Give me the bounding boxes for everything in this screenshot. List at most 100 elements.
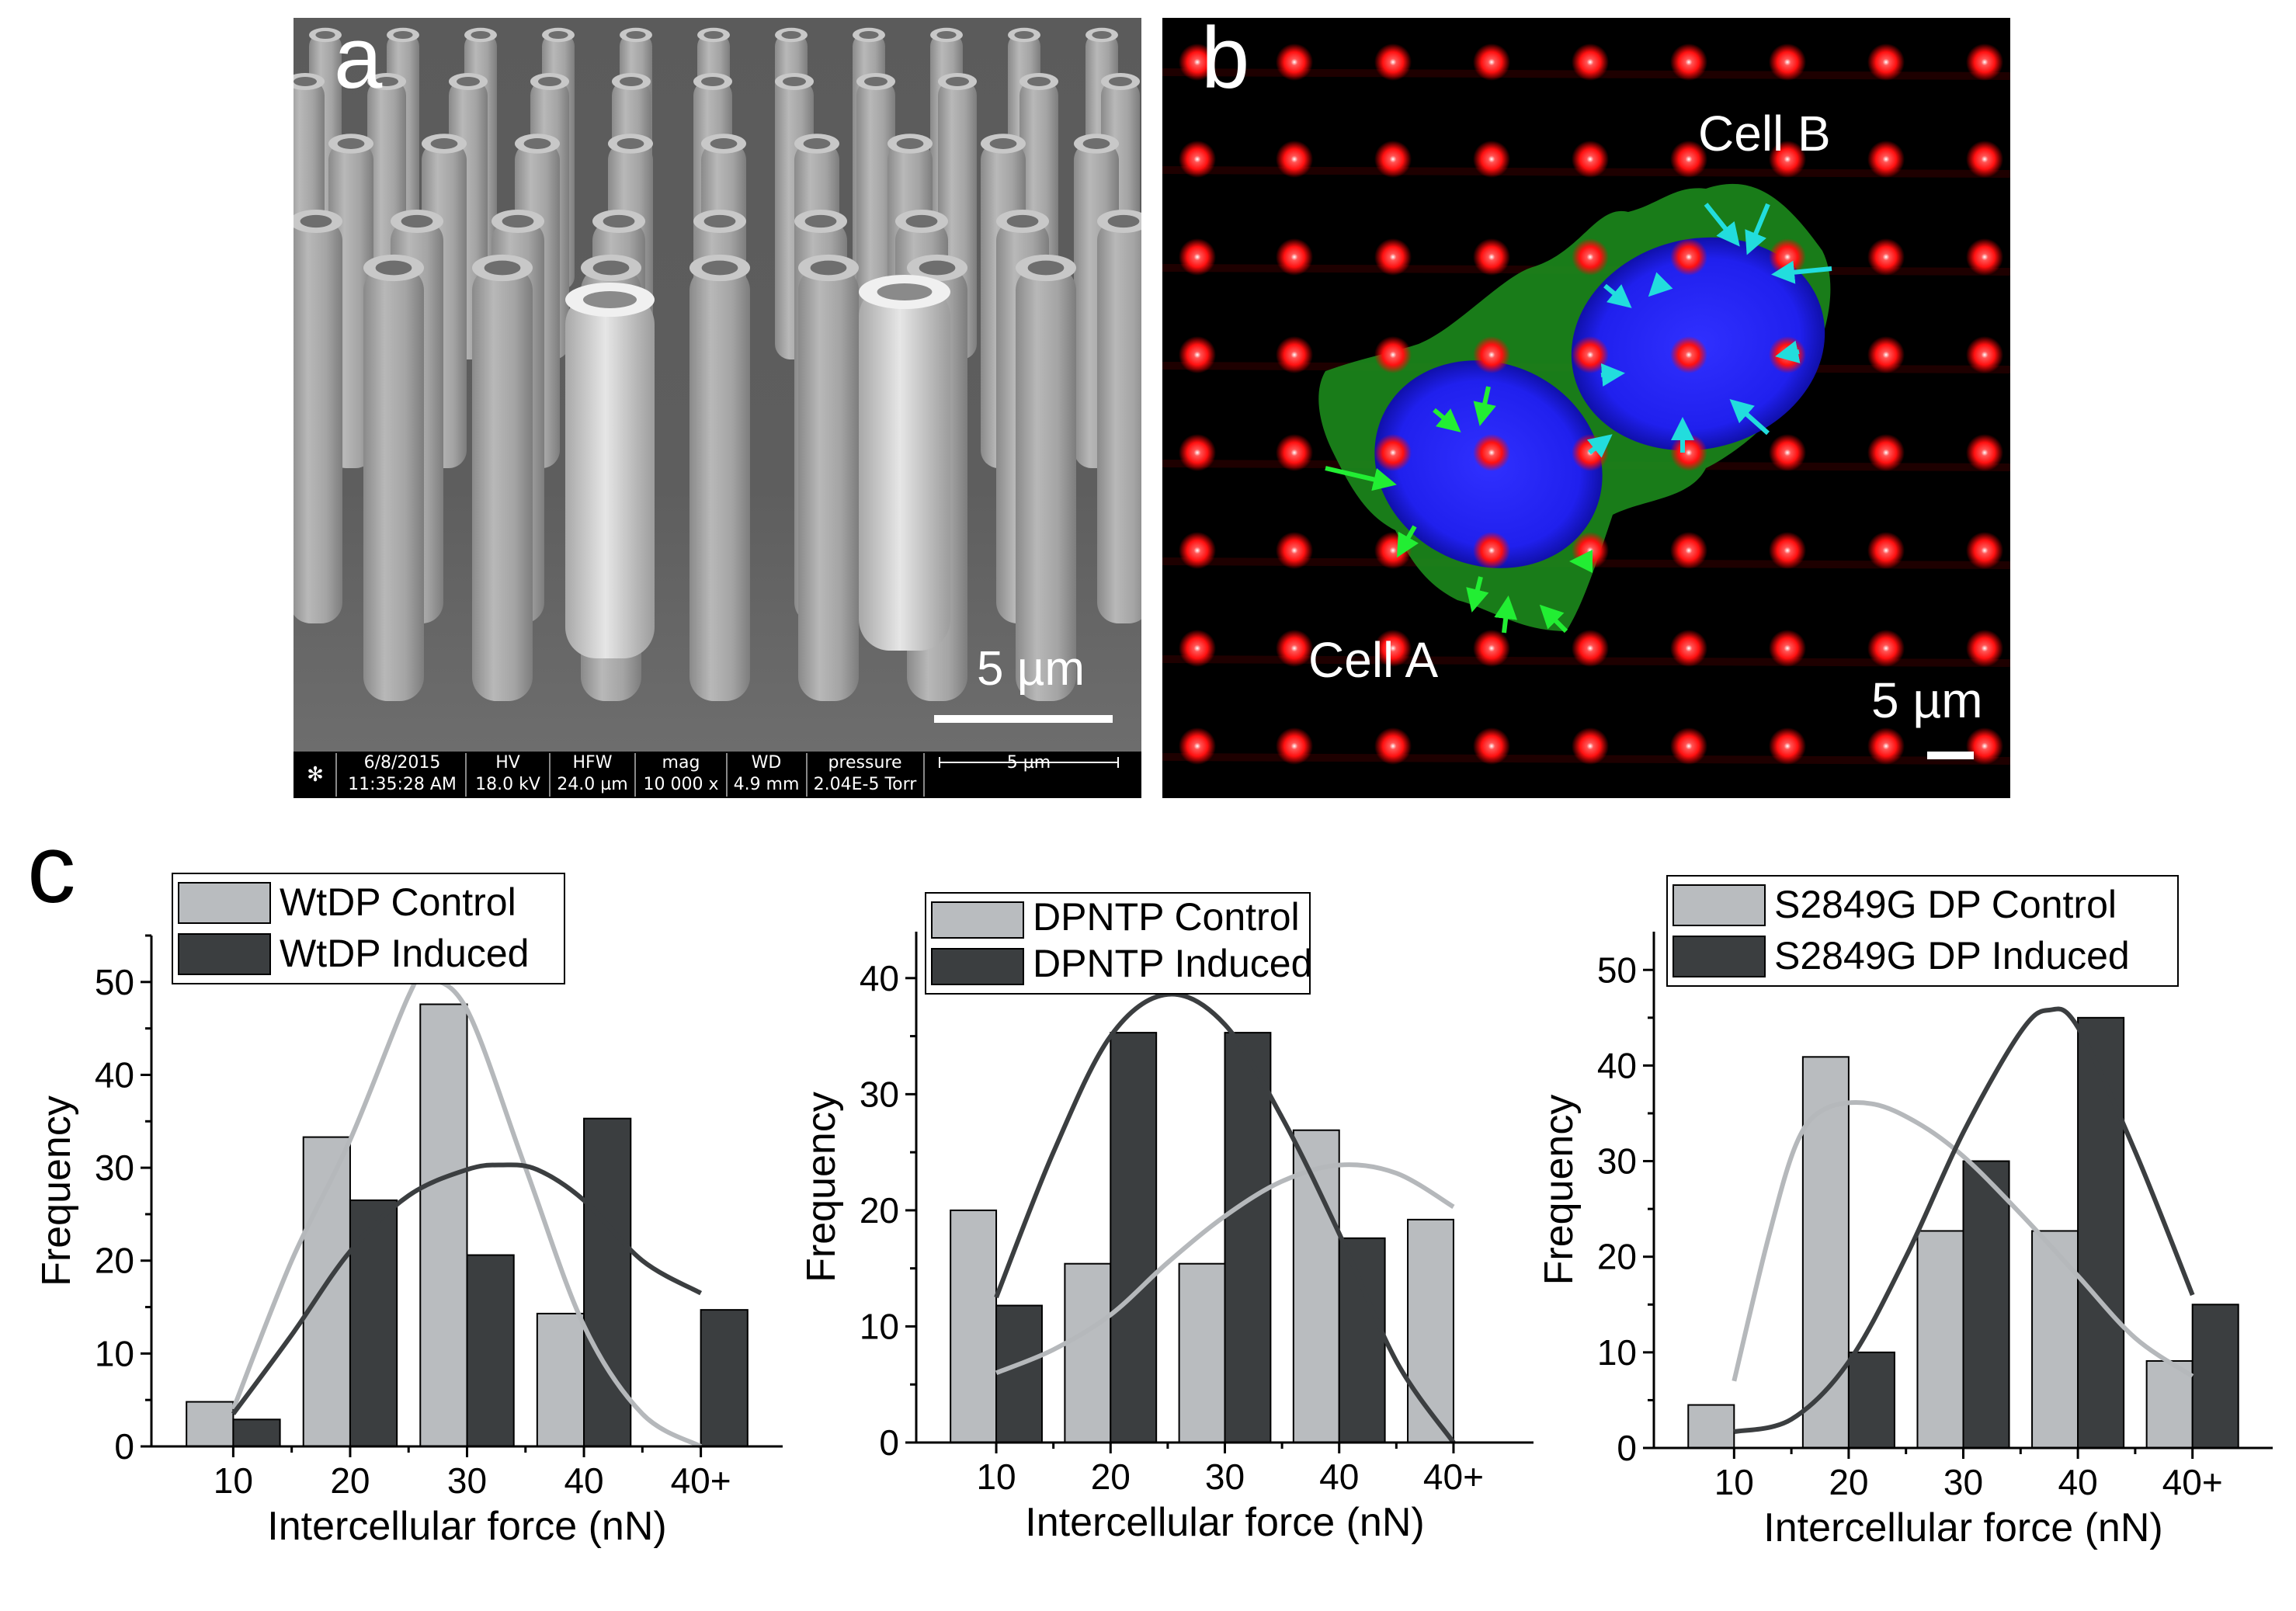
micropost bbox=[1276, 238, 1313, 276]
micropost bbox=[1374, 238, 1412, 276]
micropost bbox=[1966, 434, 2003, 471]
micropost bbox=[1572, 630, 1609, 667]
x-tick-label: 40+ bbox=[1423, 1456, 1484, 1497]
micropost bbox=[1867, 727, 1905, 765]
micropost bbox=[1867, 532, 1905, 569]
x-tick-label: 40 bbox=[2058, 1462, 2098, 1502]
x-tick-label: 20 bbox=[1829, 1462, 1868, 1502]
x-tick-label: 20 bbox=[330, 1460, 370, 1501]
x-tick-label: 30 bbox=[447, 1460, 487, 1501]
micropost bbox=[1572, 238, 1609, 276]
legend-label: S2849G DP Control bbox=[1774, 883, 2117, 926]
micropost bbox=[1867, 434, 1905, 471]
fluorescence-svg bbox=[1162, 18, 2010, 798]
bar-dpntp-induced-40 bbox=[1338, 1237, 1386, 1444]
micropillar bbox=[1097, 220, 1141, 623]
bar-dpntp-induced-20 bbox=[1110, 1032, 1158, 1443]
micropost bbox=[1179, 434, 1216, 471]
sem-mag: 10 000 x bbox=[644, 775, 719, 794]
micropost bbox=[1769, 630, 1806, 667]
fit-curve-dpntp-control bbox=[995, 1162, 1455, 1376]
legend-swatch bbox=[178, 882, 271, 924]
micropost bbox=[1473, 727, 1510, 765]
legend: S2849G DP Control S2849G DP Induced bbox=[1666, 875, 2179, 987]
micropost bbox=[1276, 43, 1313, 81]
x-axis-label: Intercellular force (nN) bbox=[267, 1504, 666, 1549]
micropost bbox=[1179, 727, 1216, 765]
sem-bar-label: 5 µm bbox=[1007, 753, 1051, 773]
legend-swatch bbox=[1673, 936, 1766, 977]
micropost bbox=[1374, 43, 1412, 81]
sem-hv-label: HV bbox=[495, 753, 520, 773]
x-tick-label: 40 bbox=[564, 1460, 603, 1501]
y-tick-label: 30 bbox=[95, 1147, 134, 1188]
micropost bbox=[1867, 43, 1905, 81]
force-arrows-cell-b bbox=[1586, 203, 1832, 458]
micropost bbox=[1473, 630, 1510, 667]
micropost bbox=[1966, 238, 2003, 276]
x-tick-label: 40+ bbox=[671, 1460, 731, 1501]
micropost bbox=[1572, 727, 1609, 765]
x-tick-label: 40+ bbox=[2162, 1462, 2223, 1502]
legend-label: WtDP Induced bbox=[280, 932, 529, 975]
legend-label: DPNTP Induced bbox=[1033, 942, 1312, 985]
micropost bbox=[1276, 434, 1313, 471]
micropost bbox=[1670, 336, 1707, 373]
bar-wtdp-induced-20 bbox=[349, 1199, 398, 1447]
micropost bbox=[1670, 532, 1707, 569]
bright-micropillar bbox=[859, 286, 950, 651]
sem-scale-label: 5 µm bbox=[977, 642, 1085, 696]
micropost bbox=[1670, 238, 1707, 276]
fit-curve-s2849g-dp-control bbox=[1732, 1100, 2194, 1382]
legend-swatch bbox=[931, 948, 1024, 985]
fei-logo-icon: ✻ bbox=[307, 763, 324, 786]
bar-wtdp-control-10 bbox=[186, 1401, 234, 1448]
histogram-chart-1: 0 10 20 30 40 50 10 20 30 40 40+Intercellular forc… bbox=[34, 873, 783, 1549]
x-tick-label: 40 bbox=[1319, 1456, 1359, 1497]
histogram-chart-3: 0 10 20 30 40 50 10 20 30 40 40+Intercellular forc… bbox=[1537, 875, 2273, 1550]
micropost bbox=[1473, 434, 1510, 471]
sem-hv: 18.0 kV bbox=[475, 775, 540, 794]
micropost bbox=[1670, 727, 1707, 765]
sem-time: 11:35:28 AM bbox=[348, 775, 457, 794]
bar-wtdp-induced-30 bbox=[466, 1254, 515, 1447]
x-tick-label: 10 bbox=[214, 1460, 253, 1501]
histogram-chart-2: 0 10 20 30 40 10 20 30 40 40+Intercellular force … bbox=[799, 892, 1534, 1545]
micropost bbox=[1179, 43, 1216, 81]
legend: WtDP Control WtDP Induced bbox=[172, 873, 565, 984]
bar-wtdp-control-30 bbox=[419, 1003, 468, 1447]
bar-s2849g-dp-induced-40 bbox=[2077, 1016, 2125, 1450]
micropost bbox=[1966, 630, 2003, 667]
micropillar bbox=[472, 266, 533, 701]
x-tick-label: 10 bbox=[1714, 1462, 1754, 1502]
micropost bbox=[1572, 336, 1609, 373]
fluo-scale-label: 5 µm bbox=[1871, 672, 1983, 728]
y-tick-label: 30 bbox=[1597, 1141, 1637, 1182]
micropillar bbox=[798, 266, 859, 701]
fluorescence-image bbox=[1162, 18, 2010, 798]
sem-hfw: 24.0 µm bbox=[557, 775, 627, 794]
bar-dpntp-control-20 bbox=[1064, 1262, 1112, 1443]
micropost bbox=[1769, 141, 1806, 178]
micropost bbox=[1179, 238, 1216, 276]
micropost bbox=[1966, 43, 2003, 81]
x-tick-label: 30 bbox=[1205, 1456, 1245, 1497]
panel-letter-a: a bbox=[334, 9, 383, 106]
bar-dpntp-induced-10 bbox=[995, 1304, 1043, 1444]
x-tick-label: 20 bbox=[1091, 1456, 1131, 1497]
y-tick-label: 50 bbox=[1597, 950, 1637, 990]
y-tick-label: 30 bbox=[860, 1074, 899, 1114]
micropost bbox=[1966, 336, 2003, 373]
micropost bbox=[1179, 630, 1216, 667]
y-tick-label: 40 bbox=[1597, 1045, 1637, 1085]
micropost bbox=[1867, 630, 1905, 667]
bar-s2849g-dp-control-10 bbox=[1687, 1404, 1735, 1450]
y-axis-label: Frequency bbox=[34, 1095, 79, 1286]
sem-mag-label: mag bbox=[662, 753, 700, 773]
bar-wtdp-control-40 bbox=[536, 1312, 585, 1448]
micropost bbox=[1867, 336, 1905, 373]
sem-wd-label: WD bbox=[752, 753, 782, 773]
micropost bbox=[1179, 336, 1216, 373]
micropost bbox=[1374, 727, 1412, 765]
